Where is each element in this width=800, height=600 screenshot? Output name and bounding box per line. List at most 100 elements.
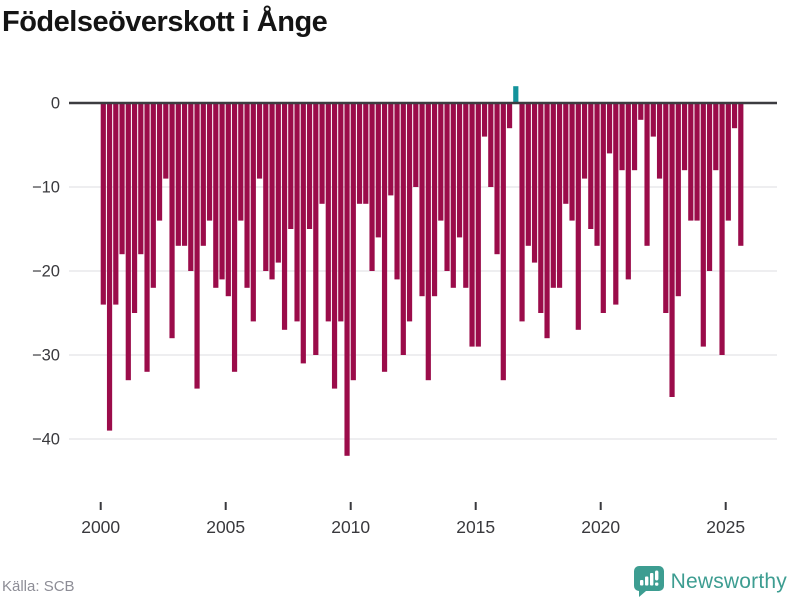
bar-2015Q2 [481,103,488,137]
bar-2014Q1 [450,103,456,288]
bar-2018Q2 [556,103,563,288]
bar-2017Q1 [525,103,531,246]
bar-2018Q4 [569,103,575,221]
bar-2003Q4 [194,103,200,389]
bar-2018Q1 [550,103,556,288]
bar-2019Q2 [581,103,588,179]
bar-2017Q2 [531,103,538,263]
bar-2002Q4 [169,103,175,339]
bar-2008Q3 [313,103,319,355]
bar-2013Q4 [444,103,450,271]
y-axis-label--20: −20 [32,263,60,281]
bar-2020Q2 [606,103,613,154]
bar-2016Q3 [513,86,519,103]
bar-2004Q4 [219,103,225,280]
bar-2010Q3 [363,103,369,204]
bar-2019Q4 [594,103,600,246]
bar-2018Q3 [563,103,569,204]
y-axis-label--30: −30 [32,347,60,365]
newsworthy-logo: Newsworthy [633,566,787,597]
bar-2021Q4 [644,103,650,246]
bar-2000Q4 [119,103,125,255]
bar-2012Q3 [413,103,419,187]
bar-2006Q4 [269,103,275,280]
bar-2013Q1 [425,103,431,381]
bar-2007Q3 [288,103,294,229]
bar-2013Q2 [431,103,438,297]
bar-2022Q2 [656,103,663,179]
bar-2023Q3 [688,103,694,221]
bar-2000Q2 [106,103,113,431]
bar-2005Q3 [238,103,244,221]
source-label: Källa: SCB [2,578,75,595]
bar-2025Q1 [725,103,731,221]
bar-2004Q1 [200,103,206,246]
bar-2010Q2 [356,103,363,204]
bar-2023Q4 [694,103,700,221]
bar-2004Q3 [213,103,219,288]
bar-2006Q1 [250,103,256,322]
x-axis-label-2025: 2025 [706,517,745,537]
bar-2003Q3 [188,103,194,271]
bar-2019Q1 [575,103,581,330]
bar-2017Q3 [538,103,544,313]
bar-2002Q2 [156,103,163,221]
bar-2021Q1 [625,103,631,280]
bar-2023Q2 [681,103,688,171]
x-axis-label-2010: 2010 [331,517,370,537]
bar-2007Q1 [275,103,281,263]
newsworthy-wordmark: Newsworthy [670,569,787,593]
bar-2011Q3 [388,103,394,196]
bar-2009Q1 [325,103,331,322]
bar-2009Q4 [344,103,350,456]
bar-2008Q2 [306,103,313,229]
bar-2006Q3 [263,103,269,271]
bar-2009Q3 [338,103,344,322]
bar-2016Q2 [506,103,513,129]
bar-2005Q4 [244,103,250,288]
y-axis-label--40: −40 [32,431,60,449]
y-axis-label--10: −10 [32,179,60,197]
bar-2021Q2 [631,103,638,171]
bar-2005Q1 [225,103,231,297]
bar-2010Q4 [369,103,375,271]
bar-2022Q3 [663,103,669,313]
bar-2015Q1 [475,103,481,347]
bar-2005Q2 [231,103,238,372]
bar-2014Q2 [456,103,463,238]
bar-2023Q1 [675,103,681,297]
bar-2022Q1 [650,103,656,137]
bar-2011Q1 [375,103,381,238]
logo-bar-medium [644,576,649,586]
bar-2010Q1 [350,103,356,381]
x-axis-label-2005: 2005 [206,517,245,537]
bar-2025Q2 [731,103,738,129]
page-title: Födelseöverskott i Ånge [2,6,328,38]
logo-exclamation-dot [654,582,659,586]
bar-2007Q4 [294,103,300,322]
bar-2013Q3 [438,103,444,221]
bar-2001Q2 [131,103,138,313]
bar-2024Q2 [706,103,713,271]
bar-2021Q3 [638,103,644,120]
bar-2004Q2 [206,103,213,221]
bar-2011Q2 [381,103,388,372]
bar-2024Q1 [700,103,706,347]
bar-2024Q3 [713,103,719,171]
bar-2006Q2 [256,103,263,179]
bar-2015Q3 [488,103,494,187]
bar-2001Q3 [138,103,144,255]
bar-2015Q4 [494,103,500,255]
x-axis-label-2015: 2015 [456,517,495,537]
bar-2016Q1 [500,103,506,381]
logo-bar-small [639,580,644,586]
bar-2008Q1 [300,103,306,364]
bar-2014Q3 [463,103,469,288]
bar-2009Q2 [331,103,338,389]
bar-2012Q1 [400,103,406,355]
y-axis-label-0: 0 [51,95,60,113]
bar-2020Q4 [619,103,625,171]
bar-2025Q3 [738,103,744,246]
